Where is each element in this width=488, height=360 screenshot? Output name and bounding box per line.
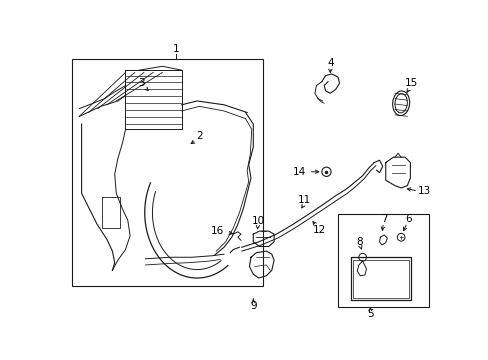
Text: 5: 5 <box>366 309 373 319</box>
Bar <box>337 214 428 306</box>
Bar <box>350 257 410 300</box>
Text: 7: 7 <box>380 214 386 224</box>
Text: 3: 3 <box>138 78 144 88</box>
Text: 14: 14 <box>292 167 305 177</box>
Text: 4: 4 <box>326 58 333 68</box>
Text: 6: 6 <box>404 214 410 224</box>
Text: 13: 13 <box>417 186 430 196</box>
Bar <box>71 59 262 286</box>
Text: 2: 2 <box>196 131 203 141</box>
Text: 8: 8 <box>356 237 362 247</box>
Bar <box>353 260 408 298</box>
Text: 15: 15 <box>404 78 417 88</box>
Text: 10: 10 <box>251 216 264 226</box>
Text: 12: 12 <box>312 225 325 235</box>
Text: 11: 11 <box>298 195 311 205</box>
Text: 1: 1 <box>173 44 179 54</box>
Text: 9: 9 <box>249 301 256 311</box>
Text: 16: 16 <box>210 226 224 236</box>
